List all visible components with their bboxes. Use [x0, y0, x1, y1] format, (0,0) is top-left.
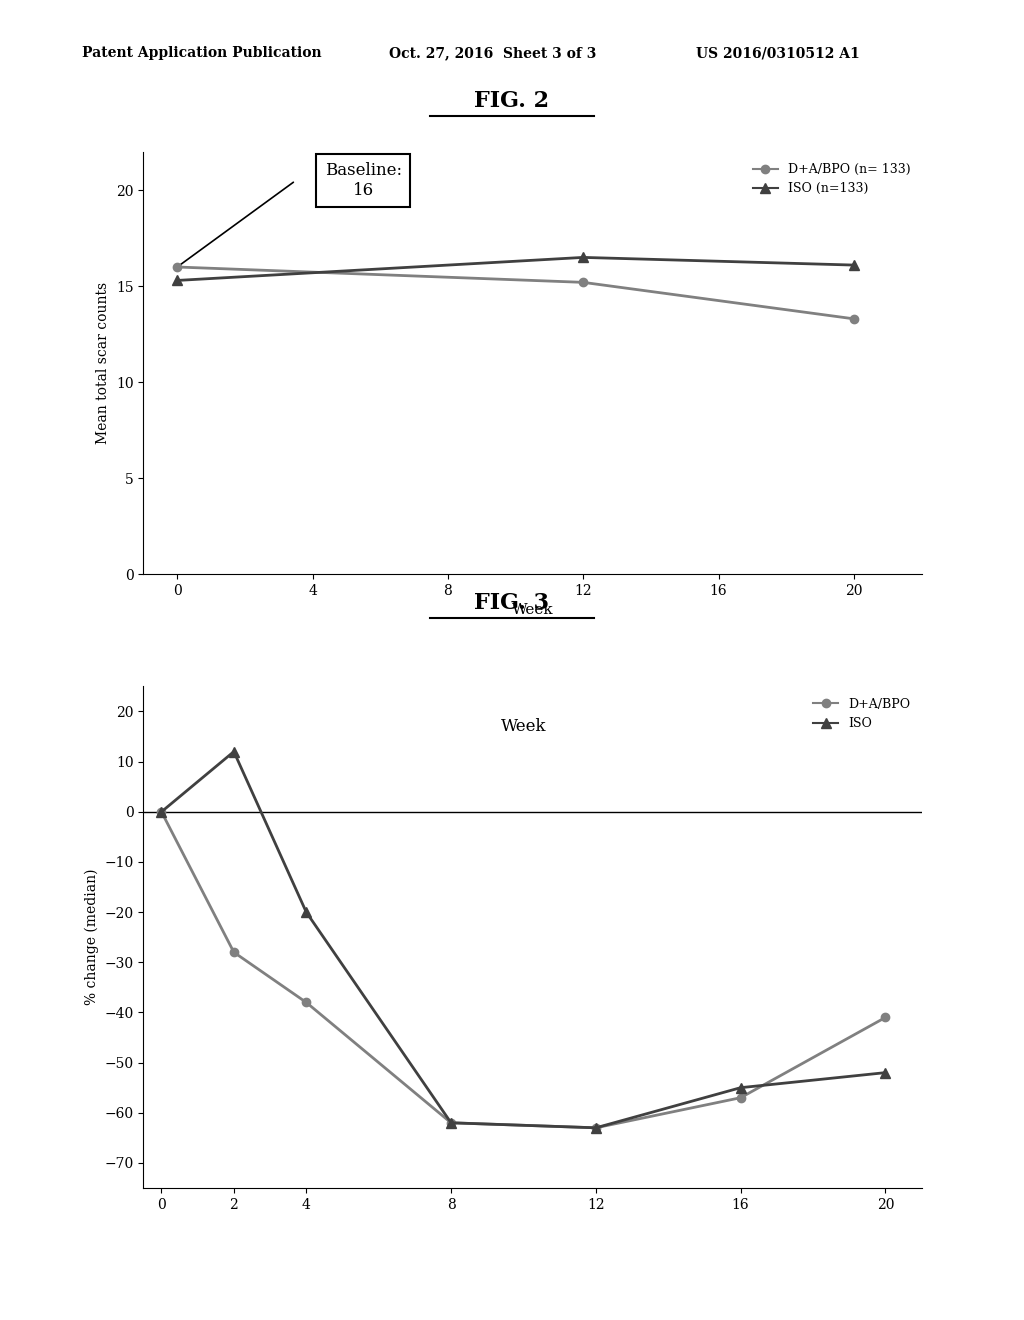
- Legend: D+A/BPO, ISO: D+A/BPO, ISO: [808, 693, 915, 735]
- X-axis label: Week: Week: [512, 603, 553, 618]
- Y-axis label: Mean total scar counts: Mean total scar counts: [96, 282, 111, 444]
- Legend: D+A/BPO (n= 133), ISO (n=133): D+A/BPO (n= 133), ISO (n=133): [748, 158, 915, 201]
- Text: US 2016/0310512 A1: US 2016/0310512 A1: [696, 46, 860, 61]
- Text: FIG. 2: FIG. 2: [474, 90, 550, 112]
- Y-axis label: % change (median): % change (median): [84, 869, 99, 1006]
- Text: FIG. 3: FIG. 3: [474, 591, 550, 614]
- Text: Patent Application Publication: Patent Application Publication: [82, 46, 322, 61]
- Text: Week: Week: [501, 718, 546, 735]
- Text: Oct. 27, 2016  Sheet 3 of 3: Oct. 27, 2016 Sheet 3 of 3: [389, 46, 597, 61]
- Text: Baseline:
16: Baseline: 16: [325, 162, 401, 199]
